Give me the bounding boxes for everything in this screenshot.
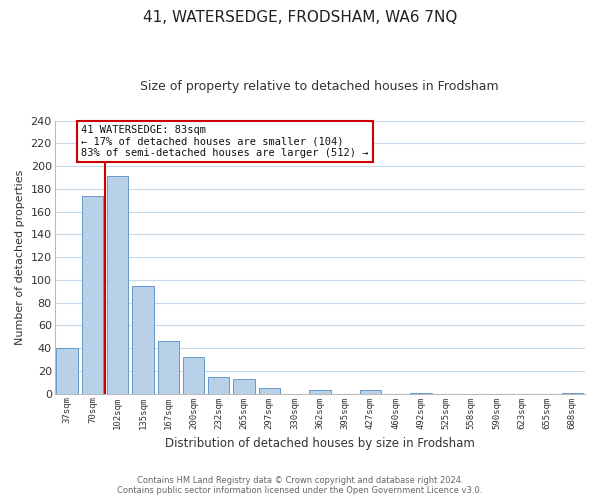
Bar	[56, 348, 78, 394]
Bar	[82, 196, 103, 394]
Bar	[233, 379, 255, 394]
Text: 41, WATERSEDGE, FRODSHAM, WA6 7NQ: 41, WATERSEDGE, FRODSHAM, WA6 7NQ	[143, 10, 457, 25]
Bar	[183, 357, 204, 394]
Bar	[309, 390, 331, 394]
X-axis label: Distribution of detached houses by size in Frodsham: Distribution of detached houses by size …	[165, 437, 475, 450]
Y-axis label: Number of detached properties: Number of detached properties	[15, 170, 25, 345]
Bar	[107, 176, 128, 394]
Bar	[158, 342, 179, 394]
Bar	[259, 388, 280, 394]
Bar	[410, 392, 431, 394]
Text: 41 WATERSEDGE: 83sqm
← 17% of detached houses are smaller (104)
83% of semi-deta: 41 WATERSEDGE: 83sqm ← 17% of detached h…	[81, 125, 368, 158]
Title: Size of property relative to detached houses in Frodsham: Size of property relative to detached ho…	[140, 80, 499, 93]
Bar	[562, 392, 583, 394]
Bar	[359, 390, 381, 394]
Text: Contains HM Land Registry data © Crown copyright and database right 2024.
Contai: Contains HM Land Registry data © Crown c…	[118, 476, 482, 495]
Bar	[132, 286, 154, 394]
Bar	[208, 376, 229, 394]
